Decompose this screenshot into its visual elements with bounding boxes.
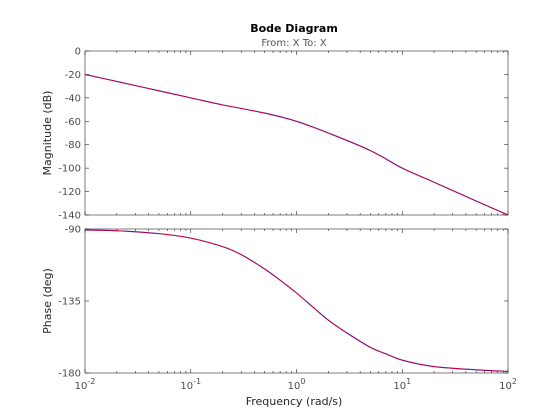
x-tick-label: 102 [499,377,517,392]
magnitude-series-line-0 [84,73,509,216]
magnitude-y-tick-label: -120 [58,187,81,198]
magnitude-y-tick-label: 0 [75,47,81,58]
x-tick-label: 10-1 [180,377,201,392]
magnitude-y-tick-label: -60 [65,117,81,128]
phase-plot-frame [84,228,509,374]
magnitude-y-tick-label: -100 [58,164,81,175]
phase-series-line-0 [84,229,509,372]
magnitude-series-line-1 [84,74,509,216]
x-tick-label: 101 [393,377,411,392]
x-tick-label: 10-2 [75,377,96,392]
magnitude-y-tick-label: -20 [65,70,81,81]
magnitude-y-tick-label: -140 [58,211,81,222]
magnitude-y-tick-label: -80 [65,140,81,151]
phase-y-tick-label: -180 [58,369,81,380]
chart-subtitle: From: X To: X [261,38,326,49]
chart-title: Bode Diagram [250,22,338,35]
y-axis-label-magnitude: Magnitude (dB) [41,91,54,176]
magnitude-panel: 0 -20 -40 -60 -80 -100 -120 -140 [58,47,509,222]
phase-y-tick-label: -90 [65,225,81,236]
x-tick-label: 100 [288,377,306,392]
x-axis-label: Frequency (rad/s) [246,395,343,408]
phase-y-tick-label: -135 [58,297,81,308]
y-axis-label-phase: Phase (deg) [41,268,54,334]
phase-series-line-1 [84,229,509,372]
magnitude-y-tick-label: -40 [65,93,81,104]
magnitude-plot-frame [84,50,509,216]
